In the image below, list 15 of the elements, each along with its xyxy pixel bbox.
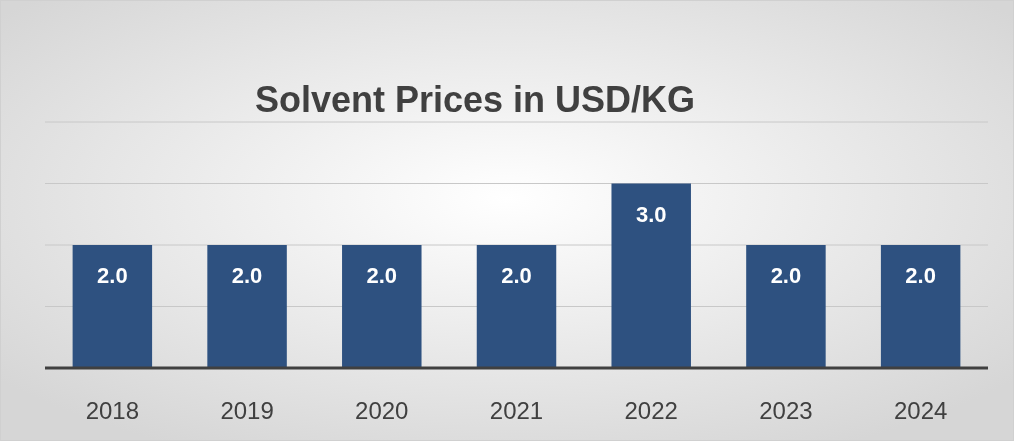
x-tick-label: 2020 — [355, 397, 409, 424]
x-tick-label: 2018 — [85, 397, 140, 424]
x-tick-label: 2023 — [759, 397, 813, 424]
x-tick-label: 2022 — [624, 397, 678, 424]
data-label: 2.0 — [231, 263, 263, 288]
data-label: 3.0 — [635, 201, 667, 227]
x-tick-label: 2019 — [220, 397, 274, 424]
data-label: 2.0 — [501, 263, 532, 288]
x-tick-label: 2024 — [893, 397, 948, 424]
data-label: 2.0 — [97, 263, 128, 288]
data-label: 2.0 — [905, 263, 936, 288]
chart-title: Solvent Prices in USD/KG — [254, 79, 696, 120]
x-tick-label: 2021 — [489, 397, 544, 424]
data-label: 2.0 — [770, 263, 802, 288]
data-label: 2.0 — [366, 263, 398, 288]
